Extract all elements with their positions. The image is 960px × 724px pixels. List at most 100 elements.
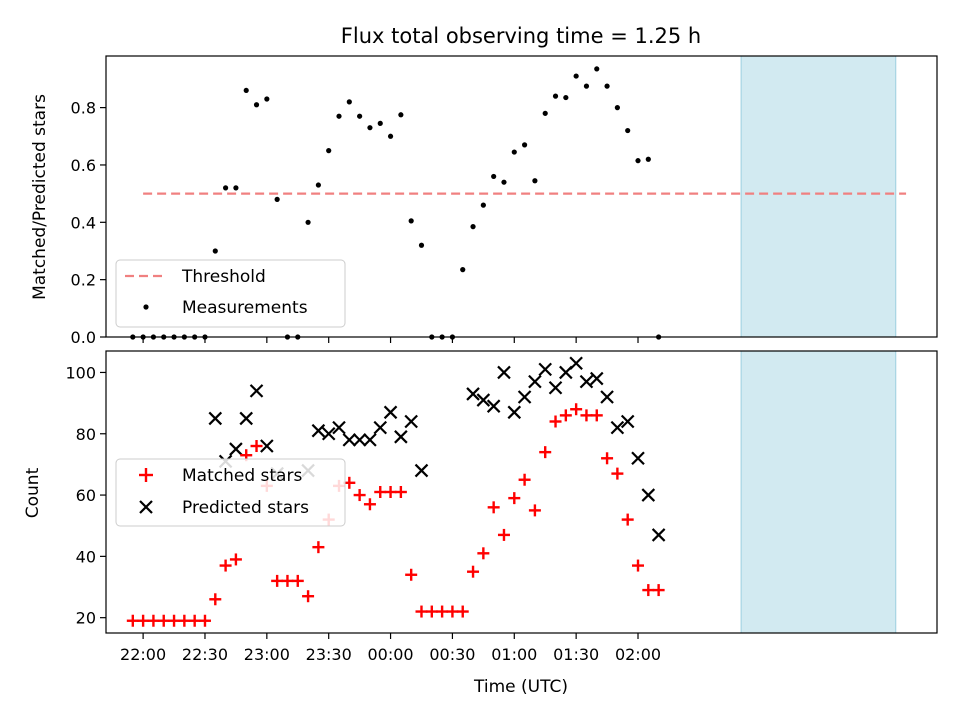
measurement-point (511, 149, 517, 155)
measurement-point (253, 102, 260, 108)
measurement-point (243, 87, 249, 94)
predicted-star-point (394, 430, 408, 444)
chart-title: Flux total observing time = 1.25 h (341, 24, 701, 48)
predicted-star-point (486, 399, 501, 413)
matched-star-point (539, 446, 552, 459)
y-axis-ticks-top: 0.0 0.2 0.4 0.6 0.8 (71, 99, 106, 347)
measurement-point (614, 105, 620, 111)
measurement-point (398, 112, 404, 118)
measurement-point (387, 133, 394, 139)
matched-star-point (487, 501, 500, 514)
matched-star-point (147, 614, 160, 627)
measurement-point (645, 156, 651, 162)
matched-star-point (549, 415, 562, 428)
legend-predicted-label: Predicted stars (182, 498, 309, 518)
legend-measurements-swatch (143, 304, 149, 310)
y-tick-label: 20 (76, 609, 96, 628)
predicted-star-point (589, 371, 604, 386)
predicted-star-point (383, 405, 398, 420)
matched-star-point (477, 547, 490, 560)
measurement-point (346, 99, 352, 105)
measurement-point (336, 113, 342, 119)
measurement-point (604, 83, 610, 89)
measurement-point (377, 120, 383, 126)
y-tick-label: 100 (65, 363, 96, 382)
legend-matched-swatch (139, 468, 153, 482)
measurement-point (274, 196, 280, 202)
y-tick-label: 0.2 (71, 271, 96, 290)
predicted-star-point (260, 439, 274, 453)
predicted-star-point (321, 426, 336, 441)
x-tick-label: 22:30 (182, 645, 228, 664)
predicted-star-point (476, 393, 491, 407)
x-axis-label: Time (UTC) (473, 677, 568, 697)
shaded-interval (740, 350, 897, 634)
measurement-point (521, 142, 528, 148)
matched-star-point (137, 614, 150, 627)
axes-frame-bottom (105, 350, 938, 634)
predicted-star-point (620, 414, 635, 429)
measurement-point (367, 125, 373, 131)
matched-star-point (642, 584, 655, 597)
matched-star-point (250, 440, 263, 453)
predicted-star-point (548, 381, 563, 395)
measurement-point (470, 224, 476, 230)
measurement-point (542, 110, 548, 116)
matched-star-point (518, 473, 531, 486)
matched-star-point (353, 489, 366, 502)
predicted-star-point (404, 414, 418, 429)
predicted-star-point (507, 405, 522, 420)
matched-star-point (467, 565, 480, 578)
predicted-star-point (249, 384, 264, 398)
matched-star-point (384, 486, 397, 498)
measurement-point (563, 94, 569, 101)
matched-star-point (652, 584, 665, 597)
x-tick-label: 23:30 (306, 645, 352, 664)
panel-counts: 20 40 60 80 100 22:00 22:30 23:00 23:30 00:00 00:… (23, 350, 938, 697)
matched-star-point (425, 605, 438, 618)
predicted-star-point (311, 423, 326, 438)
measurement-point (594, 66, 600, 72)
matched-star-point (281, 574, 294, 587)
predicted-star-point (651, 528, 666, 542)
x-tick-label: 01:00 (491, 645, 537, 664)
legend-predicted-swatch (139, 500, 153, 514)
y-axis-label-ratio: Matched/Predicted stars (30, 94, 50, 300)
legend-bottom: Matched stars Predicted stars (115, 458, 346, 527)
predicted-star-point (600, 390, 614, 404)
matched-star-point (632, 559, 645, 572)
legend-threshold-label: Threshold (181, 267, 266, 287)
predicted-star-point (641, 488, 656, 502)
y-tick-label: 80 (76, 425, 96, 444)
matched-star-point (363, 498, 376, 511)
predicted-star-point (352, 433, 367, 447)
legend-top: Threshold Measurements (115, 259, 346, 328)
predicted-star-point (538, 362, 552, 377)
predicted-star-point (528, 374, 542, 389)
y-tick-label: 60 (76, 486, 96, 505)
predicted-star-point (579, 374, 594, 389)
y-tick-label: 0.6 (71, 156, 96, 175)
x-tick-label: 23:00 (244, 645, 290, 664)
measurement-point (212, 248, 218, 254)
matched-star-point (209, 593, 222, 606)
predicted-star-point (610, 420, 625, 435)
predicted-star-point (363, 433, 377, 447)
x-tick-label: 22:00 (120, 645, 166, 664)
predicted-star-point (631, 451, 645, 466)
measurement-point (460, 267, 466, 273)
predicted-star-point (239, 411, 253, 426)
predicted-star-point (332, 420, 346, 435)
measurement-point (583, 83, 590, 89)
y-axis-label-count: Count (23, 467, 43, 518)
matched-star-point (436, 605, 449, 618)
matched-star-point (219, 559, 232, 572)
measurement-point (315, 182, 321, 188)
matched-star-point (302, 590, 315, 603)
matched-star-point (611, 467, 624, 480)
matched-star-point (590, 409, 603, 422)
matched-star-point (559, 409, 572, 422)
measurement-point (222, 185, 229, 191)
x-tick-label: 00:00 (368, 645, 414, 664)
